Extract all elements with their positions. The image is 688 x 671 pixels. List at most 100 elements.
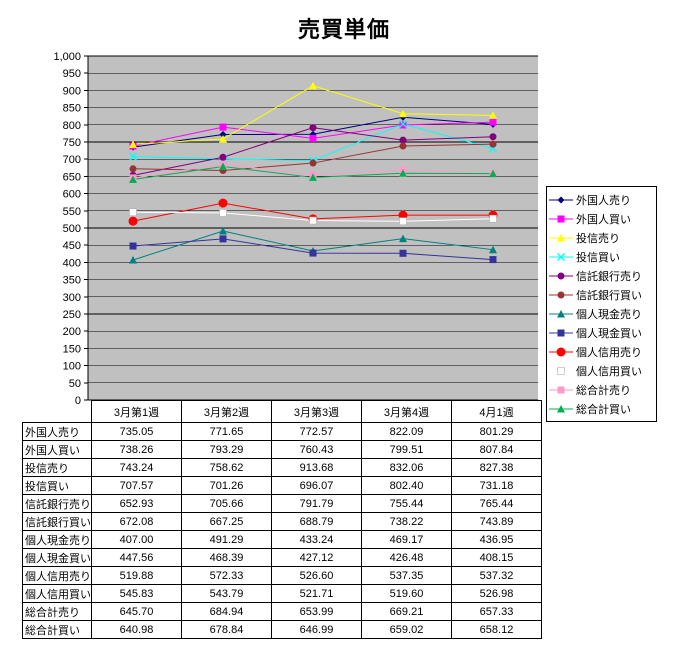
diamond-marker-icon <box>549 196 573 203</box>
legend-label: 投信売り <box>576 232 620 245</box>
square-marker-icon <box>549 329 573 336</box>
y-axis-tick-label: 600 <box>63 189 81 201</box>
circle-marker-icon <box>549 347 573 356</box>
column-header: 4月1週 <box>451 400 542 423</box>
legend-item-5: 信託銀行買い <box>549 285 656 304</box>
table-cell: 758.62 <box>181 458 272 477</box>
table-cell: 572.33 <box>181 566 272 585</box>
row-label: 総合計売り <box>22 602 92 621</box>
table-cell: 653.99 <box>271 602 362 621</box>
legend-label: 個人信用売り <box>576 346 642 359</box>
table-cell: 468.39 <box>181 548 272 567</box>
table-cell: 491.29 <box>181 530 272 549</box>
y-axis-tick-label: 800 <box>63 120 81 132</box>
table-cell: 743.24 <box>91 458 182 477</box>
table-cell: 669.21 <box>361 602 452 621</box>
legend-item-4: 信託銀行売り <box>549 266 656 285</box>
legend-label: 投信買い <box>576 251 620 264</box>
circle-marker-icon <box>549 272 573 279</box>
table-cell: 645.70 <box>91 602 182 621</box>
table-cell: 659.02 <box>361 620 452 639</box>
table-cell: 705.66 <box>181 494 272 513</box>
table-row: 個人信用買い 545.83 543.79 521.71 519.60 526.98 <box>22 584 542 603</box>
table-cell: 545.83 <box>91 584 182 603</box>
table-cell: 731.18 <box>451 476 542 495</box>
legend-label: 信託銀行売り <box>576 270 642 283</box>
chart-legend: 外国人売り 外国人買い 投信売り 投信買い 信託銀行売り 信託銀行買い 個人現金売り 個人現金… <box>546 186 657 422</box>
table-cell: 765.44 <box>451 494 542 513</box>
table-cell: 755.44 <box>361 494 452 513</box>
table-cell: 696.07 <box>271 476 362 495</box>
legend-label: 個人現金売り <box>576 308 642 321</box>
table-cell: 640.98 <box>91 620 182 639</box>
table-cell: 913.68 <box>271 458 362 477</box>
y-axis-tick-label: 550 <box>63 206 81 218</box>
column-header: 3月第3週 <box>271 400 362 423</box>
table-row: 信託銀行売り 652.93 705.66 791.79 755.44 765.44 <box>22 494 542 513</box>
square-marker-icon <box>549 386 573 393</box>
y-axis-tick-label: 300 <box>63 292 81 304</box>
row-label: 信託銀行買い <box>22 512 92 531</box>
y-axis-tick-label: 200 <box>63 326 81 338</box>
table-cell: 537.35 <box>361 566 452 585</box>
table-cell: 799.51 <box>361 440 452 459</box>
table-cell: 426.48 <box>361 548 452 567</box>
table-row: 総合計買い 640.98 678.84 646.99 659.02 658.12 <box>22 620 542 639</box>
table-cell: 827.38 <box>451 458 542 477</box>
table-cell: 427.12 <box>271 548 362 567</box>
legend-item-6: 個人現金売り <box>549 304 656 323</box>
legend-item-2: 投信売り <box>549 228 656 247</box>
table-row: 個人信用売り 519.88 572.33 526.60 537.35 537.32 <box>22 566 542 585</box>
table-cell: 526.60 <box>271 566 362 585</box>
table-cell: 408.15 <box>451 548 542 567</box>
table-cell: 436.95 <box>451 530 542 549</box>
legend-label: 外国人売り <box>576 194 631 207</box>
table-row: 投信買い 707.57 701.26 696.07 802.40 731.18 <box>22 476 542 495</box>
table-cell: 667.25 <box>181 512 272 531</box>
row-label: 個人信用売り <box>22 566 92 585</box>
table-cell: 701.26 <box>181 476 272 495</box>
row-label: 外国人売り <box>22 422 92 441</box>
y-axis-tick-label: 350 <box>63 275 81 287</box>
square-marker-icon <box>549 366 573 375</box>
triangle-marker-icon <box>549 309 573 317</box>
y-axis-tick-label: 900 <box>63 85 81 97</box>
y-axis-tick-label: 500 <box>63 223 81 235</box>
legend-label: 総合計売り <box>576 384 631 397</box>
table-cell: 521.71 <box>271 584 362 603</box>
table-cell: 738.22 <box>361 512 452 531</box>
legend-item-1: 外国人買い <box>549 209 656 228</box>
table-cell: 537.32 <box>451 566 542 585</box>
table-cell: 832.06 <box>361 458 452 477</box>
table-cell: 791.79 <box>271 494 362 513</box>
row-label: 個人信用買い <box>22 584 92 603</box>
y-axis-tick-label: 100 <box>63 361 81 373</box>
row-label: 信託銀行売り <box>22 494 92 513</box>
row-label: 個人現金売り <box>22 530 92 549</box>
column-header: 3月第2週 <box>181 400 272 423</box>
table-row: 個人現金買い 447.56 468.39 427.12 426.48 408.15 <box>22 548 542 567</box>
y-axis-tick-label: 850 <box>63 103 81 115</box>
table-corner-cell <box>22 400 92 423</box>
y-axis-tick-label: 250 <box>63 309 81 321</box>
table-cell: 743.89 <box>451 512 542 531</box>
table-cell: 658.12 <box>451 620 542 639</box>
table-cell: 793.29 <box>181 440 272 459</box>
table-cell: 543.79 <box>181 584 272 603</box>
chart-data-table: 3月第1週 3月第2週 3月第3週 3月第4週 4月1週 外国人売り 735.05 771.6… <box>22 400 542 639</box>
legend-item-10: 総合計売り <box>549 380 656 399</box>
table-cell: 802.40 <box>361 476 452 495</box>
y-axis-tick-label: 50 <box>69 378 81 390</box>
table-cell: 469.17 <box>361 530 452 549</box>
chart-title: 売買単価 <box>297 17 390 42</box>
square-marker-icon <box>549 215 573 222</box>
table-cell: 738.26 <box>91 440 182 459</box>
table-cell: 760.43 <box>271 440 362 459</box>
table-cell: 657.33 <box>451 602 542 621</box>
table-cell: 407.00 <box>91 530 182 549</box>
y-axis-tick-label: 150 <box>63 343 81 355</box>
column-header: 3月第4週 <box>361 400 452 423</box>
table-cell: 433.24 <box>271 530 362 549</box>
